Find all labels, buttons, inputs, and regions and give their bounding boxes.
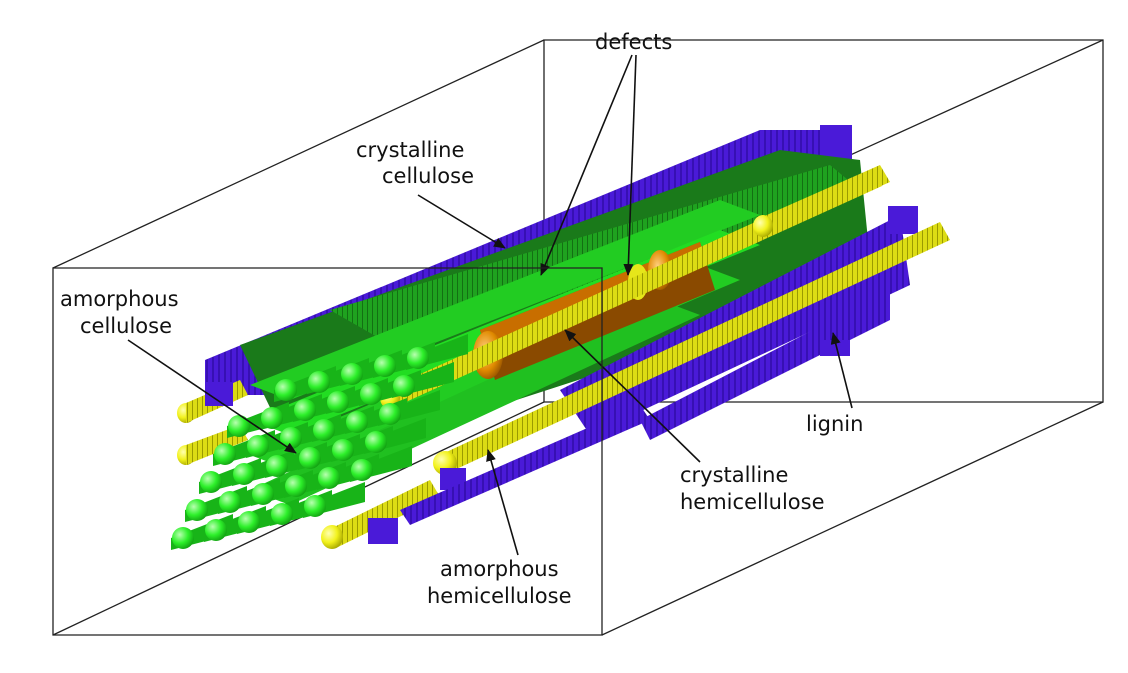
arrow-amorphous-hemicellulose xyxy=(486,449,519,556)
cellulose-fibril-end xyxy=(266,455,288,477)
cellulose-fibril-end xyxy=(294,399,316,421)
cellulose-fibril-end xyxy=(346,411,368,433)
cellulose-fibril-end xyxy=(205,519,227,541)
label-amorphous-hemicellulose-1: amorphous xyxy=(440,557,559,581)
cellulose-cross-section xyxy=(171,334,468,550)
label-crystalline-hemicellulose-2: hemicellulose xyxy=(680,490,825,514)
hemicellulose-rods xyxy=(177,165,950,549)
arrow-defects-2 xyxy=(623,54,637,276)
cellulose-fibril-end xyxy=(318,467,340,489)
label-amorphous-hemicellulose-2: hemicellulose xyxy=(427,584,572,608)
arrow-defects-1 xyxy=(540,54,633,276)
cellulose-fibril-end xyxy=(238,511,260,533)
cellulose-fibril-end xyxy=(332,439,354,461)
label-crystalline-hemicellulose-1: crystalline xyxy=(680,463,788,487)
label-amorphous-cellulose-2: cellulose xyxy=(80,314,172,338)
cellulose-fibril-end xyxy=(360,383,382,405)
cellulose-fibril-end xyxy=(233,463,255,485)
cellulose-fibril-end xyxy=(365,431,387,453)
label-defects: defects xyxy=(595,30,672,54)
cellulose-fibril-end xyxy=(228,415,250,437)
cellulose-fibril-end xyxy=(280,427,302,449)
cellulose-fibril-end xyxy=(271,503,293,525)
cellulose-fibril-end xyxy=(275,379,297,401)
cellulose-fibril-end xyxy=(341,363,363,385)
cellulose-fibril-end xyxy=(351,459,373,481)
cellulose-fibril-end xyxy=(252,483,274,505)
bounding-box-front xyxy=(52,267,603,636)
cellulose-fibril-end xyxy=(214,443,236,465)
cellulose-fibril-end xyxy=(374,355,396,377)
label-amorphous-cellulose-1: amorphous xyxy=(60,287,179,311)
cellulose-fibril-end xyxy=(200,471,222,493)
label-lignin: lignin xyxy=(806,412,863,436)
label-crystalline-cellulose-2: cellulose xyxy=(382,164,474,188)
cellulose-fibril-end xyxy=(219,491,241,513)
cellulose-fibril-end xyxy=(313,419,335,441)
arrow-crystalline-cellulose xyxy=(417,194,506,249)
lignin-front-blocks xyxy=(205,340,850,544)
cellulose-fibril-end xyxy=(186,499,208,521)
cellulose-fibril-end xyxy=(247,435,269,457)
cellulose-fibril-end xyxy=(379,403,401,425)
cellulose-fibril-end xyxy=(261,407,283,429)
arrow-lignin xyxy=(830,332,853,409)
cellulose-fibril-end xyxy=(327,391,349,413)
cellulose-fibril-end xyxy=(393,375,415,397)
arrow-amorphous-cellulose xyxy=(127,339,297,454)
cellulose-fibril-end xyxy=(407,347,429,369)
annotations: defects crystalline cellulose amorphous … xyxy=(60,30,863,608)
cellulose-fibril-end xyxy=(299,447,321,469)
cellulose-fibril-end xyxy=(308,371,330,393)
arrow-crystalline-hemicellulose xyxy=(564,329,701,463)
label-crystalline-cellulose-1: crystalline xyxy=(356,138,464,162)
cellulose-fibril-end xyxy=(285,475,307,497)
cellulose-fibril-end xyxy=(172,527,194,549)
cellulose-fibril-end xyxy=(304,495,326,517)
